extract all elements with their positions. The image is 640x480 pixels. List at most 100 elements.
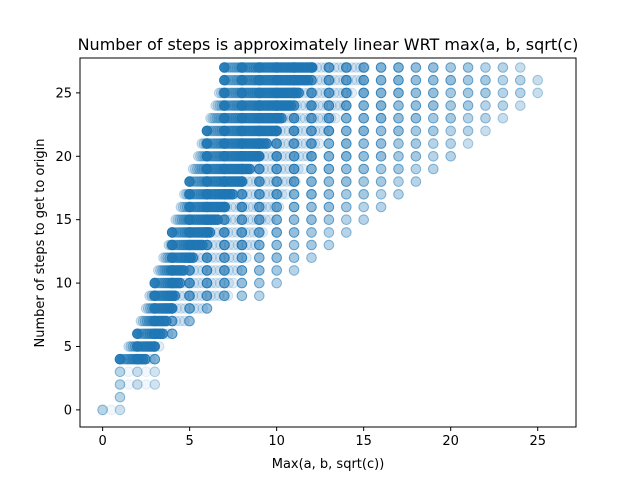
data-point [323, 62, 335, 73]
data-point [273, 201, 285, 213]
data-point [218, 87, 229, 99]
data-point [393, 125, 404, 137]
data-point [205, 265, 217, 276]
data-point [266, 138, 277, 149]
data-point [323, 151, 335, 162]
data-point [215, 252, 226, 264]
data-point [358, 74, 370, 86]
y-tick-label: 15 [55, 213, 72, 228]
data-point [144, 290, 155, 302]
data-point [184, 176, 195, 187]
data-point [204, 227, 216, 238]
data-point [177, 201, 189, 213]
data-point [201, 151, 212, 162]
data-point [175, 277, 187, 289]
data-point [184, 176, 195, 187]
data-point [270, 125, 282, 137]
data-point [222, 87, 233, 99]
data-point [236, 252, 248, 264]
data-point [292, 138, 303, 149]
data-point [302, 151, 313, 162]
data-point [192, 290, 203, 302]
data-point [219, 227, 230, 238]
data-point [410, 125, 422, 137]
data-point [236, 239, 248, 251]
data-point [288, 125, 300, 137]
data-point [295, 112, 307, 124]
x-axis-ticks: 0 5 10 15 20 25 [98, 427, 546, 449]
data-point [325, 74, 336, 86]
data-point [288, 201, 300, 213]
data-point [140, 379, 152, 390]
data-point [462, 138, 474, 149]
data-point [351, 74, 362, 86]
data-point [232, 265, 243, 276]
data-point [209, 290, 221, 302]
data-point [341, 227, 352, 238]
data-point [393, 176, 404, 187]
data-point [211, 239, 222, 251]
data-point [188, 176, 200, 187]
data-point [306, 138, 317, 149]
data-point [318, 125, 330, 137]
data-point [326, 100, 337, 111]
data-point [445, 151, 457, 162]
data-point [290, 176, 301, 187]
data-point [393, 163, 404, 175]
data-point [232, 252, 243, 264]
data-point [286, 112, 298, 124]
data-point [307, 62, 318, 73]
data-point [241, 239, 252, 251]
data-point [393, 138, 404, 149]
data-point [140, 353, 152, 365]
data-point [515, 74, 526, 86]
data-point [323, 189, 335, 200]
data-point [236, 290, 248, 302]
data-point [195, 151, 206, 162]
data-point [320, 62, 331, 73]
data-point [341, 74, 352, 86]
x-tick-label: 15 [355, 434, 372, 449]
data-point [330, 112, 341, 124]
data-point [272, 189, 284, 200]
data-point [253, 227, 264, 238]
y-tick-label: 10 [55, 277, 72, 292]
data-point [212, 214, 223, 225]
data-point [313, 100, 324, 111]
data-point [158, 328, 169, 340]
data-point [243, 201, 254, 213]
data-point [255, 176, 266, 187]
data-point [236, 201, 248, 213]
data-point [132, 328, 143, 340]
data-point [497, 62, 509, 73]
data-point [187, 252, 199, 264]
data-point [293, 151, 305, 162]
data-point [358, 176, 370, 187]
data-point [323, 163, 335, 175]
data-point [288, 239, 300, 251]
data-point [341, 189, 352, 200]
data-point [209, 227, 221, 238]
data-point [149, 379, 161, 390]
data-point [211, 112, 223, 124]
data-point [254, 151, 265, 162]
data-point [238, 214, 250, 225]
data-point [259, 176, 271, 187]
data-point [291, 112, 302, 124]
data-point [279, 125, 291, 137]
data-point [480, 125, 491, 137]
data-point [228, 189, 240, 200]
data-point [271, 151, 283, 162]
data-point [515, 62, 526, 73]
data-point [114, 366, 126, 378]
data-point [227, 277, 239, 289]
data-point [229, 214, 241, 225]
data-point [515, 87, 526, 99]
data-point [132, 379, 143, 390]
data-point [271, 163, 283, 175]
data-point [428, 125, 439, 137]
data-point [210, 125, 221, 137]
data-point [213, 112, 225, 124]
data-point [288, 163, 300, 175]
data-point [291, 100, 303, 111]
